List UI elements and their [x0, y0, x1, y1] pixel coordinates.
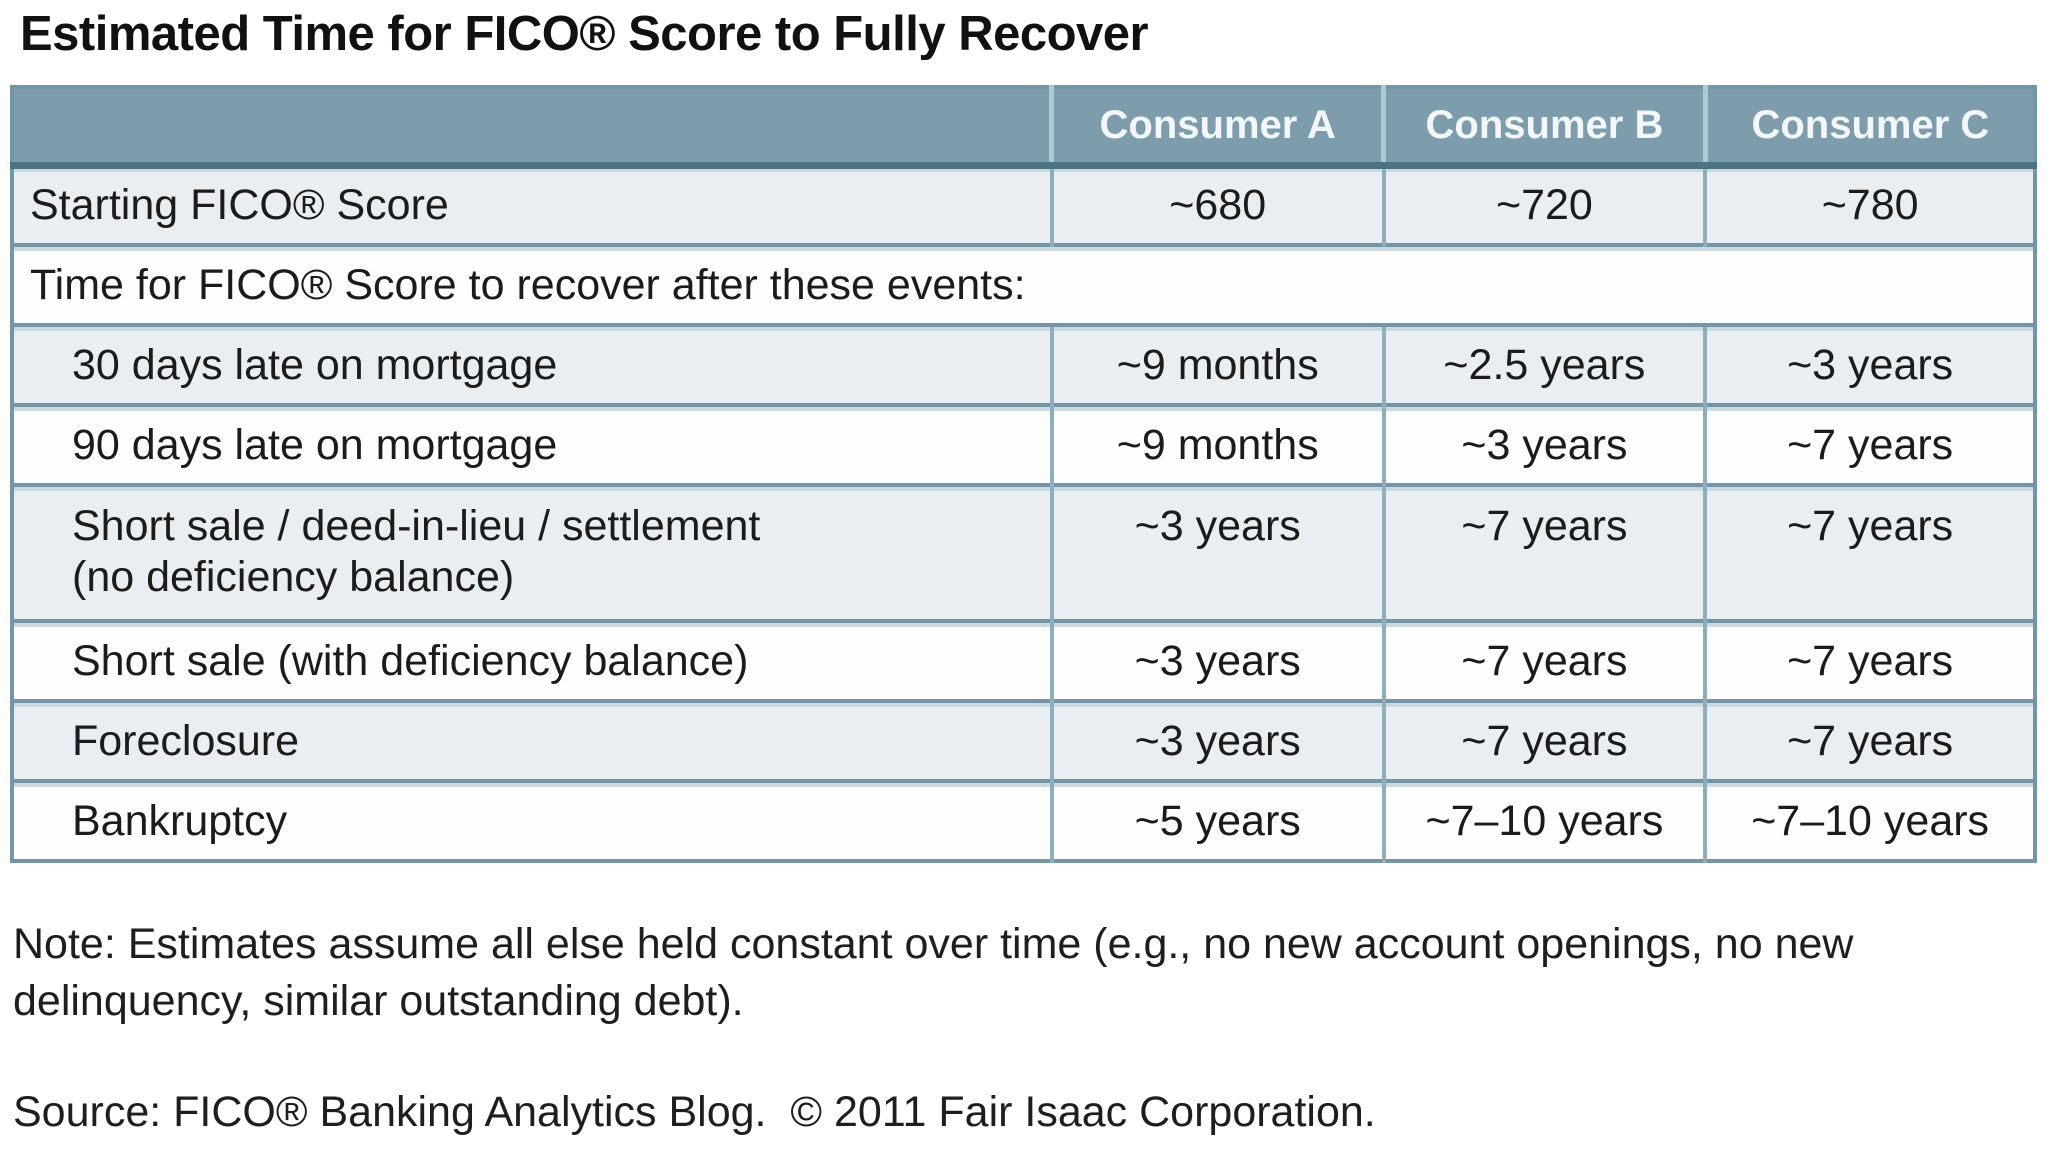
cell-bankruptcy-consumer-b: ~7–10 years — [1381, 779, 1706, 861]
table-row-section-header: Time for FICO® Score to recover after th… — [12, 243, 2035, 325]
cell-30days-consumer-a: ~9 months — [1049, 323, 1384, 405]
column-header-consumer-b: Consumer B — [1381, 87, 1706, 169]
cell-starting-consumer-a: ~680 — [1049, 165, 1384, 245]
column-header-empty — [12, 87, 1052, 169]
cell-foreclosure-consumer-c: ~7 years — [1703, 699, 2035, 781]
cell-foreclosure-consumer-b: ~7 years — [1381, 699, 1706, 781]
page-title: Estimated Time for FICO® Score to Fully … — [20, 7, 1149, 61]
cell-shortsale-wd-consumer-a: ~3 years — [1049, 619, 1384, 701]
table-row-foreclosure: Foreclosure ~3 years ~7 years ~7 years — [12, 699, 2035, 781]
source-text: Source: FICO® Banking Analytics Blog. © … — [13, 1088, 1376, 1136]
cell-90days-consumer-c: ~7 years — [1703, 403, 2035, 485]
cell-90days-consumer-a: ~9 months — [1049, 403, 1384, 485]
row-label-bankruptcy: Bankruptcy — [12, 779, 1052, 861]
cell-30days-consumer-b: ~2.5 years — [1381, 323, 1706, 405]
table-row-starting-score: Starting FICO® Score ~680 ~720 ~780 — [12, 165, 2035, 245]
cell-bankruptcy-consumer-c: ~7–10 years — [1703, 779, 2035, 861]
table-header: Consumer A Consumer B Consumer C — [12, 87, 2035, 169]
cell-shortsale-wd-consumer-b: ~7 years — [1381, 619, 1706, 701]
cell-30days-consumer-c: ~3 years — [1703, 323, 2035, 405]
cell-shortsale-nd-consumer-b: ~7 years — [1381, 483, 1706, 621]
column-header-consumer-c: Consumer C — [1702, 87, 2035, 169]
note-text: Note: Estimates assume all else held con… — [13, 920, 1854, 1025]
cell-shortsale-wd-consumer-c: ~7 years — [1703, 619, 2035, 701]
row-label-30-days-late: 30 days late on mortgage — [12, 323, 1052, 405]
row-label-short-sale-no-deficiency: Short sale / deed-in-lieu / settlement (… — [12, 483, 1052, 621]
row-label-foreclosure: Foreclosure — [12, 699, 1052, 781]
row-label-short-sale-with-deficiency: Short sale (with deficiency balance) — [12, 619, 1052, 701]
cell-shortsale-nd-consumer-a: ~3 years — [1049, 483, 1384, 621]
cell-starting-consumer-b: ~720 — [1381, 165, 1706, 245]
cell-90days-consumer-b: ~3 years — [1381, 403, 1706, 485]
cell-foreclosure-consumer-a: ~3 years — [1049, 699, 1384, 781]
cell-shortsale-nd-consumer-c: ~7 years — [1703, 483, 2035, 621]
cell-bankruptcy-consumer-a: ~5 years — [1049, 779, 1384, 861]
cell-starting-consumer-c: ~780 — [1703, 165, 2035, 245]
table-row-short-sale-with-deficiency: Short sale (with deficiency balance) ~3 … — [12, 619, 2035, 701]
table-row-30-days-late: 30 days late on mortgage ~9 months ~2.5 … — [12, 323, 2035, 405]
fico-recovery-table: Consumer A Consumer B Consumer C Startin… — [10, 85, 2037, 863]
table-row-90-days-late: 90 days late on mortgage ~9 months ~3 ye… — [12, 403, 2035, 485]
table-row-bankruptcy: Bankruptcy ~5 years ~7–10 years ~7–10 ye… — [12, 779, 2035, 861]
row-label-starting-score: Starting FICO® Score — [12, 165, 1052, 245]
row-label-90-days-late: 90 days late on mortgage — [12, 403, 1052, 485]
column-header-consumer-a: Consumer A — [1049, 87, 1384, 169]
section-header-label: Time for FICO® Score to recover after th… — [12, 243, 2035, 325]
table-header-row: Consumer A Consumer B Consumer C — [12, 87, 2035, 169]
table-row-short-sale-no-deficiency: Short sale / deed-in-lieu / settlement (… — [12, 483, 2035, 621]
